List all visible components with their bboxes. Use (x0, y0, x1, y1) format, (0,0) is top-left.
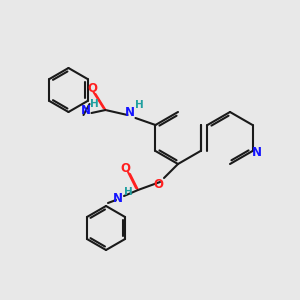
Text: H: H (124, 187, 132, 197)
Text: N: N (251, 146, 262, 160)
Text: O: O (153, 178, 163, 191)
Text: N: N (113, 191, 123, 205)
Text: O: O (120, 161, 130, 175)
Text: N: N (80, 104, 91, 118)
Text: N: N (124, 106, 134, 118)
Text: H: H (90, 99, 99, 109)
Text: O: O (88, 82, 98, 94)
Text: H: H (135, 100, 144, 110)
